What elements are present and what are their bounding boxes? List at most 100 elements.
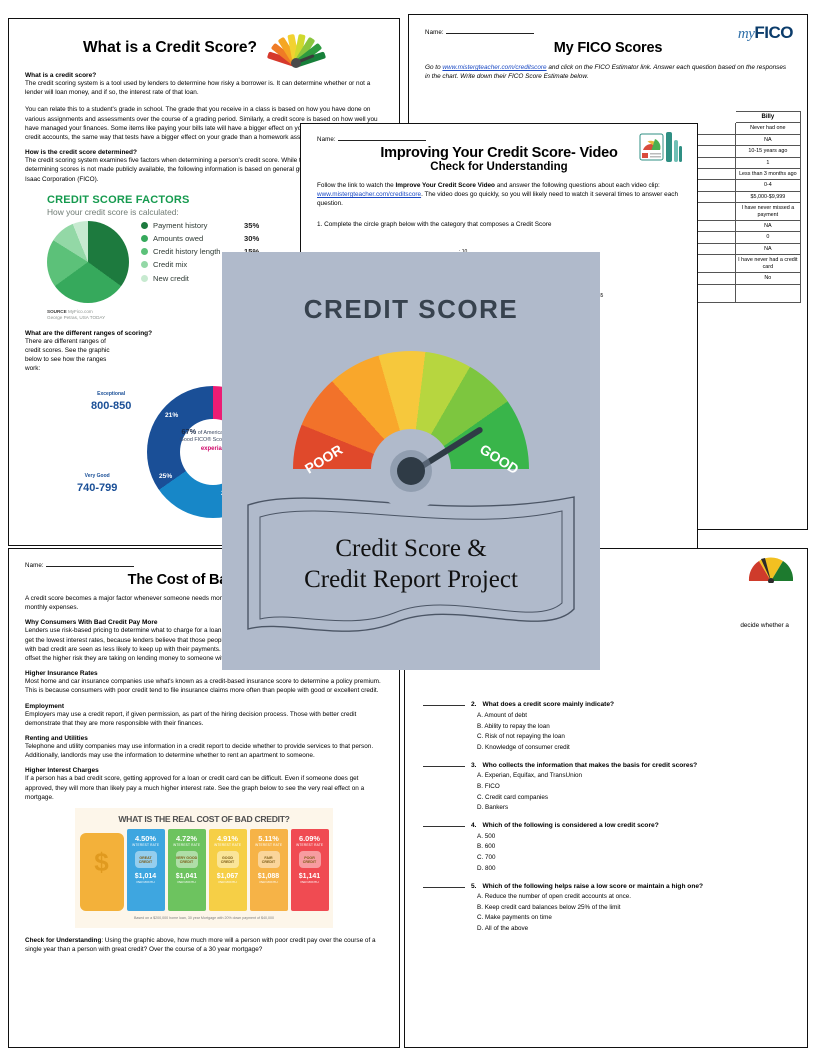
quiz-option[interactable]: A. Reduce the number of open credit acco… [477,893,632,901]
credit-score-gauge-icon: POOR GOOD [293,351,529,509]
table-cell: No [734,272,802,285]
donut-pct: 25% [159,472,173,480]
quiz-option[interactable]: D. Bankers [477,804,509,812]
quiz-option[interactable]: C. Credit card companies [477,793,549,801]
legend-item: Amounts owed 30% [141,234,259,243]
range-label-exceptional: Exceptional 800-850 [91,390,132,412]
bar-good: 4.91% INTEREST RATE GOOD CREDIT $1,067 PE… [208,829,247,912]
quiz-option[interactable]: D. 800 [477,864,496,872]
quiz-option[interactable]: B. FICO [477,782,500,790]
section-body: You can relate this to a student's grade… [25,106,380,142]
intro-text: A credit score becomes a major factor wh… [25,595,375,612]
quiz-question: 5. Which of the following helps raise a l… [423,883,789,932]
quiz-option[interactable]: C. Risk of not repaying the loan [477,733,565,741]
video-credit-score-icon [639,132,682,162]
answer-blank[interactable] [423,886,465,888]
experian-logo: experian. [200,446,228,453]
quiz-option[interactable]: C. 700 [477,853,496,861]
quiz-option[interactable]: B. 600 [477,843,496,851]
chart-title: WHAT IS THE REAL COST OF BAD CREDIT? [118,814,290,825]
table-cell: Less than 3 months ago [734,168,802,181]
myfico-logo-icon: myFICO [737,23,794,42]
instructions: Follow the link to watch the Improve You… [317,182,678,208]
page-title-line1: Improving Your Credit Score- Video [380,145,618,161]
name-input-blank[interactable] [45,566,134,567]
source-note: SOURCE MyFico.com George Petras, USA TOD… [47,308,106,320]
page-cost-of-bad-credit: Name: The Cost of Bad Credit A credit sc… [8,548,400,1048]
chart-footnote: Based on a $200,000 home loan, 30 year M… [133,916,275,921]
factors-pie-chart [47,220,129,303]
section-body: The credit scoring system is a tool used… [25,80,371,97]
quiz-question: 3. Who collects the information that make… [423,762,789,811]
table-cell: 0-4 [734,179,802,192]
table-cell: 10-15 years ago [734,145,802,158]
partial-text-top: decide whether a [740,622,789,629]
quiz-option[interactable]: A. 500 [477,832,496,840]
banner-text: Credit Score & Credit Report Project [304,535,518,593]
instructions: Go to www.mistergteacher.com/creditscore… [425,64,787,81]
page-title-line2: Check for Understanding [430,161,568,173]
name-input-blank[interactable] [337,140,426,141]
table-cell: NA [734,133,802,147]
legend-item: Credit history length15% [141,247,259,256]
table-cell: 1 [734,156,802,170]
bar-great: 4.50% INTEREST RATE GREAT CREDIT $1,014 P… [126,829,165,912]
section-heading: How is the credit score determined? [25,149,137,157]
section-heading: Employment [25,702,65,710]
section-heading: What is a credit score? [25,72,97,79]
quiz-option[interactable]: D. Knowledge of consumer credit [477,743,570,751]
section-heading: Renting and Utilities [25,735,88,743]
table-cell: I have never had a credit card [734,254,802,274]
quiz-option[interactable]: C. Make payments on time [477,914,552,922]
quiz-option[interactable]: A. Experian, Equifax, and TransUnion [477,772,583,780]
answer-blank[interactable] [423,765,465,767]
creditscore-link[interactable]: www.mistergteacher.com/creditscore [442,64,547,71]
name-input-blank[interactable] [445,33,534,34]
section-body: The credit scoring system examines five … [25,157,383,183]
coins-icon [79,833,124,912]
name-field-row: Name: [317,136,681,143]
ranges-body: There are different ranges of credit sco… [25,337,110,373]
section-body: Lenders use risk-based pricing to determ… [25,627,378,663]
section-heading: Why Consumers With Bad Credit Pay More [25,619,158,627]
legend-item: Payment history 35% [141,221,259,230]
table-cell [734,283,802,303]
section-body: Telephone and utility companies may use … [25,743,374,760]
quiz-question: 4. Which of the following is considered a… [423,822,789,872]
cover-banner: Credit Score & Credit Report Project [244,491,578,641]
table-cell: $5,000-$9,999 [734,190,802,204]
quiz-option[interactable]: D. All of the above [477,924,529,932]
bar-poor: 6.09% INTEREST RATE POOR CREDIT $1,141 PE… [290,829,329,912]
credit-badge: VERY GOOD CREDIT [175,851,198,869]
factors-subtitle: How your credit score is calculated: [47,206,179,217]
quiz-option[interactable]: B. Keep credit card balances below 25% o… [477,903,621,911]
credit-score-fan-gauge-icon [266,33,327,68]
quiz-option[interactable]: A. Amount of debt [477,712,528,719]
bar-fair: 5.11% INTEREST RATE FAIR CREDIT $1,088 PE… [249,829,288,912]
range-label-very-good: Very Good 740-799 [77,472,118,494]
section-body: If a person has a bad credit score, gett… [25,775,365,801]
page1-header: What is a Credit Score? [25,33,383,68]
cover-page-credit-score-project: CREDIT SCORE POOR GOOD Credit Score & Cr… [222,252,600,670]
ranges-heading: What are the different ranges of scoring… [25,329,153,337]
table-cell: NA [734,220,802,233]
quiz-option[interactable]: B. Ability to repay the loan [477,722,550,730]
answer-blank[interactable] [423,705,465,707]
page-title: What is a Credit Score? [83,39,257,56]
credit-badge: GOOD CREDIT [216,851,239,869]
table-cell: 0 [734,231,802,244]
cover-heading: CREDIT SCORE [303,294,519,324]
real-cost-of-bad-credit-chart: WHAT IS THE REAL COST OF BAD CREDIT? 4.5… [75,808,333,929]
quiz-gauge-icon [748,557,794,583]
gauge-hub [290,58,301,68]
page-title: My FICO Scores [553,40,663,56]
section-heading: Higher Interest Charges [25,767,99,775]
donut-pct: 21% [165,411,179,419]
video-link[interactable]: www.mistergteacher.com/creditscore [317,191,422,199]
credit-badge: GREAT CREDIT [134,851,157,869]
table-cell: Never had one [734,122,802,135]
section-heading: Higher Insurance Rates [25,670,98,678]
credit-badge: FAIR CREDIT [257,851,280,869]
answer-blank[interactable] [423,826,465,828]
bar-very-good: 4.72% INTEREST RATE VERY GOOD CREDIT $1,0… [167,829,206,912]
